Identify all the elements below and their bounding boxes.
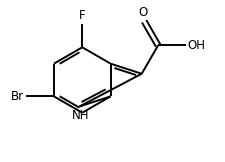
Text: OH: OH [187, 39, 205, 52]
Text: Br: Br [11, 90, 24, 103]
Text: NH: NH [71, 110, 89, 122]
Text: O: O [138, 6, 147, 19]
Text: F: F [79, 9, 85, 22]
